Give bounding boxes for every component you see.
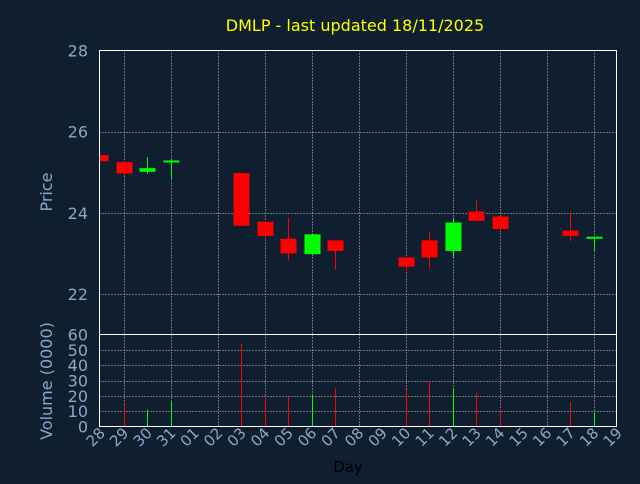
candle-body: [280, 238, 297, 254]
volume-tick-label: 50: [68, 341, 88, 360]
price-tick-label: 26: [68, 123, 88, 142]
candle-body: [445, 222, 462, 251]
candle-body: [468, 211, 485, 221]
volume-axis-label: Volume (0000): [37, 322, 56, 440]
price-y-ticks: 22 24 26 28: [68, 42, 88, 304]
price-tick-label: 22: [68, 285, 88, 304]
candle-body: [257, 221, 274, 236]
candle-body: [100, 155, 109, 162]
x-axis-label: Day: [333, 458, 363, 476]
candle-body: [233, 173, 250, 226]
candle-body: [492, 216, 509, 230]
candle-body: [163, 160, 180, 163]
price-axis-label: Price: [37, 172, 56, 211]
volume-tick-label: 60: [68, 326, 88, 345]
candle-body: [421, 240, 438, 258]
candle-body: [116, 162, 133, 174]
price-tick-label: 28: [68, 42, 88, 61]
volume-tick-label: 0: [78, 418, 88, 437]
candle-body: [139, 168, 156, 172]
candle-body: [398, 257, 415, 267]
price-grid: [99, 50, 617, 335]
volume-tick-label: 30: [68, 372, 88, 391]
price-tick-label: 24: [68, 204, 88, 223]
candle-body: [562, 230, 579, 236]
candle-body: [304, 234, 321, 255]
candle-body: [586, 236, 603, 239]
x-tick-labels: 2829303101020304050607080910111213141516…: [83, 424, 626, 450]
candles: [100, 155, 603, 272]
volume-tick-label: 10: [68, 402, 88, 421]
volume-grid: [99, 334, 617, 427]
chart-title: DMLP - last updated 18/11/2025: [226, 16, 484, 35]
volume-tick-label: 40: [68, 356, 88, 375]
volume-bars: [124, 343, 595, 427]
candle-body: [327, 240, 344, 251]
volume-tick-label: 20: [68, 387, 88, 406]
volume-panel-frame: [99, 334, 617, 427]
